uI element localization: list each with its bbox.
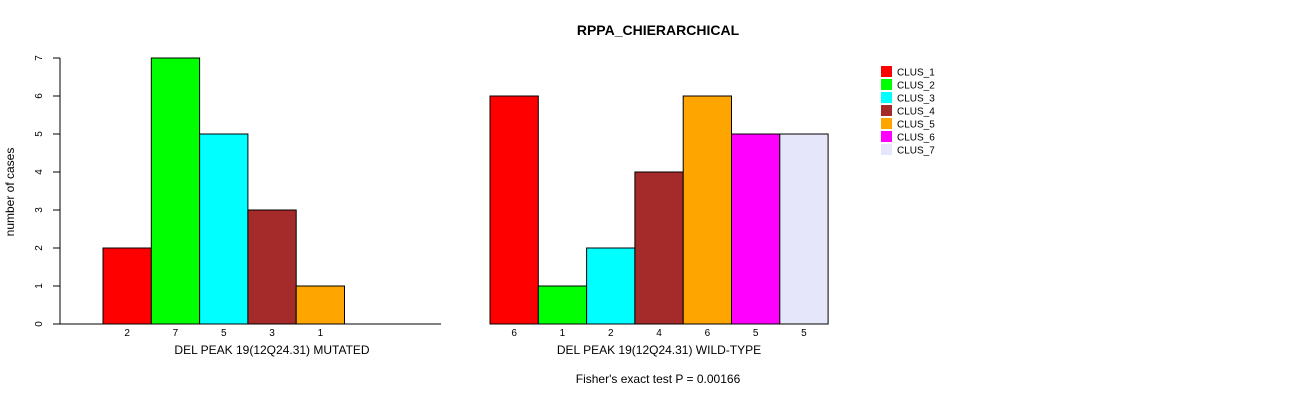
bar-clus-4 [247,209,297,325]
y-tick-label: 0 [34,321,45,327]
legend-swatch [881,144,892,155]
bar-clus-1 [102,247,152,325]
legend-item-label: CLUS_3 [897,94,935,105]
bar-clus-4 [634,171,684,325]
legend-swatch [881,131,892,142]
legend-item-label: CLUS_7 [897,146,935,157]
legend-swatch [881,118,892,129]
bar-count-label: 1 [560,328,566,339]
legend-swatch [881,79,892,90]
bar-count-label: 5 [221,328,227,339]
bar-clus-7 [779,133,829,325]
fisher-test-note: Fisher's exact test P = 0.00166 [576,372,741,386]
bar-count-label: 6 [511,328,517,339]
x-axis-label-mutated: DEL PEAK 19(12Q24.31) MUTATED [174,343,370,357]
bar-clus-2 [537,285,588,325]
x-axis-label-wild-type: DEL PEAK 19(12Q24.31) WILD-TYPE [557,343,761,357]
y-tick-label: 4 [34,169,45,175]
bar-clus-3 [586,247,636,325]
panel-wild-type: 6 1 2 4 6 5 5 [489,95,829,339]
y-axis: 0 1 2 3 4 5 6 7 [34,55,61,327]
bar-count-label: 7 [173,328,179,339]
bar-clus-3 [199,133,249,325]
y-tick-label: 2 [34,245,45,251]
legend-swatch [881,105,892,116]
bar-count-label: 1 [318,328,324,339]
y-tick-label: 6 [34,93,45,99]
legend-swatch [881,66,892,77]
legend-swatch [881,92,892,103]
y-tick-label: 5 [34,131,45,137]
bar-clus-5 [682,95,733,325]
legend-item-label: CLUS_2 [897,81,935,92]
bar-clus-1 [489,95,539,325]
bar-count-label: 6 [705,328,711,339]
y-tick-label: 1 [34,283,45,289]
y-tick-label: 7 [34,55,45,61]
panel-mutated: 2 7 5 3 1 [60,57,441,339]
bar-count-label: 3 [269,328,275,339]
bar-count-label: 2 [608,328,614,339]
legend-item-label: CLUS_5 [897,120,935,131]
y-tick-label: 3 [34,207,45,213]
bar-clus-2 [150,57,201,325]
bar-clus-5 [295,285,346,325]
legend: CLUS_1 CLUS_2 CLUS_3 CLUS_4 CLUS_5 CLUS_6 CLUS… [881,66,935,157]
y-axis-label: number of cases [3,148,17,237]
chart-title: RPPA_CHIERARCHICAL [577,22,740,38]
legend-item-label: CLUS_1 [897,68,935,79]
legend-item-label: CLUS_4 [897,107,935,118]
bar-count-label: 4 [656,328,662,339]
bar-count-label: 5 [801,328,807,339]
bar-count-label: 5 [753,328,759,339]
bar-count-label: 2 [124,328,130,339]
bar-clus-6 [731,133,781,325]
legend-item-label: CLUS_6 [897,133,935,144]
